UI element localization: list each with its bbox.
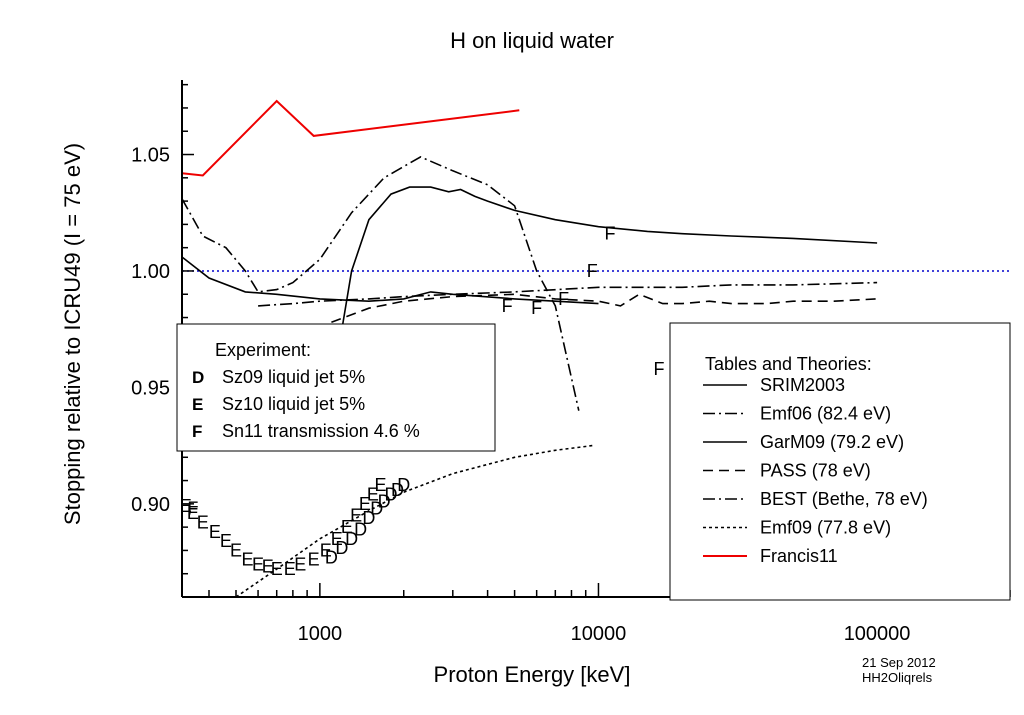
marker-E: E [252, 554, 264, 574]
chart-title: H on liquid water [450, 28, 614, 53]
marker-E: E [320, 540, 332, 560]
legend-theory-label: Emf09 (77.8 eV) [760, 518, 891, 538]
legend-theory-label: Francis11 [760, 546, 838, 566]
marker-E: E [284, 559, 296, 579]
legend-theory-title: Tables and Theories: [705, 354, 872, 374]
marker-E: E [180, 496, 192, 516]
marker-D: D [354, 519, 367, 539]
marker-D: D [362, 508, 375, 528]
legend-theory-label: PASS (78 eV) [760, 461, 871, 481]
series-line-5 [258, 281, 878, 307]
marker-E: E [374, 475, 386, 495]
marker-D: D [345, 529, 358, 549]
footer-date: 21 Sep 2012 [862, 655, 936, 670]
marker-E: E [341, 517, 353, 537]
marker-E: E [187, 503, 199, 523]
marker-F: F [187, 499, 198, 519]
legend-experiment: Experiment: D Sz09 liquid jet 5% E Sz10 liq… [176, 323, 496, 452]
marker-F: F [587, 261, 598, 281]
marker-E: E [271, 559, 283, 579]
x-axis-label: Proton Energy [keV] [434, 662, 631, 687]
marker-E: E [350, 505, 362, 525]
series-line-7 [182, 99, 520, 177]
marker-E: E [331, 529, 343, 549]
series-line-4 [331, 293, 878, 323]
marker-D: D [384, 485, 397, 505]
marker-D: D [397, 475, 410, 495]
marker-F: F [558, 289, 569, 309]
marker-E: E [197, 512, 209, 532]
marker-D: D [391, 480, 404, 500]
marker-E: E [359, 494, 371, 514]
marker-E: E [220, 531, 232, 551]
marker-F: F [531, 298, 542, 318]
series-line-1 [341, 186, 878, 330]
legend-theory-box [669, 322, 1011, 601]
marker-E: E [294, 554, 306, 574]
legend-theory-label: Emf06 (82.4 eV) [760, 404, 891, 424]
legend-experiment-label: Sz10 liquid jet 5% [222, 394, 365, 414]
legend-theory-label: SRIM2003 [760, 375, 845, 395]
x-tick-label: 1000 [298, 623, 343, 645]
y-tick-label: 1.00 [131, 261, 170, 283]
legend-experiment-symbol: E [192, 395, 203, 414]
legend-theory-label: BEST (Bethe, 78 eV) [760, 489, 928, 509]
marker-D: D [325, 547, 338, 567]
x-tick-label: 10000 [571, 623, 627, 645]
marker-E: E [367, 485, 379, 505]
legend-experiment-symbol: F [192, 422, 202, 441]
marker-E: E [308, 550, 320, 570]
y-axis-label: Stopping relative to ICRU49 (I = 75 eV) [60, 143, 85, 525]
marker-E: E [262, 557, 274, 577]
y-tick-label: 0.95 [131, 377, 170, 399]
marker-F: F [605, 224, 616, 244]
x-tick-label: 100000 [844, 623, 911, 645]
marker-E: E [242, 550, 254, 570]
series-line-6 [235, 444, 593, 597]
legend-theory: Tables and Theories: SRIM2003 Emf06 (82.4… [669, 322, 1011, 601]
legend-experiment-label: Sz09 liquid jet 5% [222, 367, 365, 387]
marker-D: D [370, 499, 383, 519]
y-tick-label: 1.05 [131, 145, 170, 167]
legend-experiment-title: Experiment: [215, 340, 311, 360]
marker-E: E [209, 522, 221, 542]
marker-D: D [335, 538, 348, 558]
marker-E: E [230, 540, 242, 560]
footer-id: HH2Oliqrels [862, 670, 933, 685]
marker-D: D [378, 492, 391, 512]
series-line-2 [182, 156, 580, 411]
legend-experiment-box [176, 323, 496, 452]
legend-theory-label: GarM09 (79.2 eV) [760, 432, 904, 452]
marker-F: F [502, 296, 513, 316]
legend-experiment-symbol: D [192, 368, 204, 387]
legend-experiment-label: Sn11 transmission 4.6 % [222, 421, 420, 441]
y-tick-label: 0.90 [131, 494, 170, 516]
marker-F: F [654, 359, 665, 379]
chart-footer: 21 Sep 2012 HH2Oliqrels [862, 655, 936, 685]
